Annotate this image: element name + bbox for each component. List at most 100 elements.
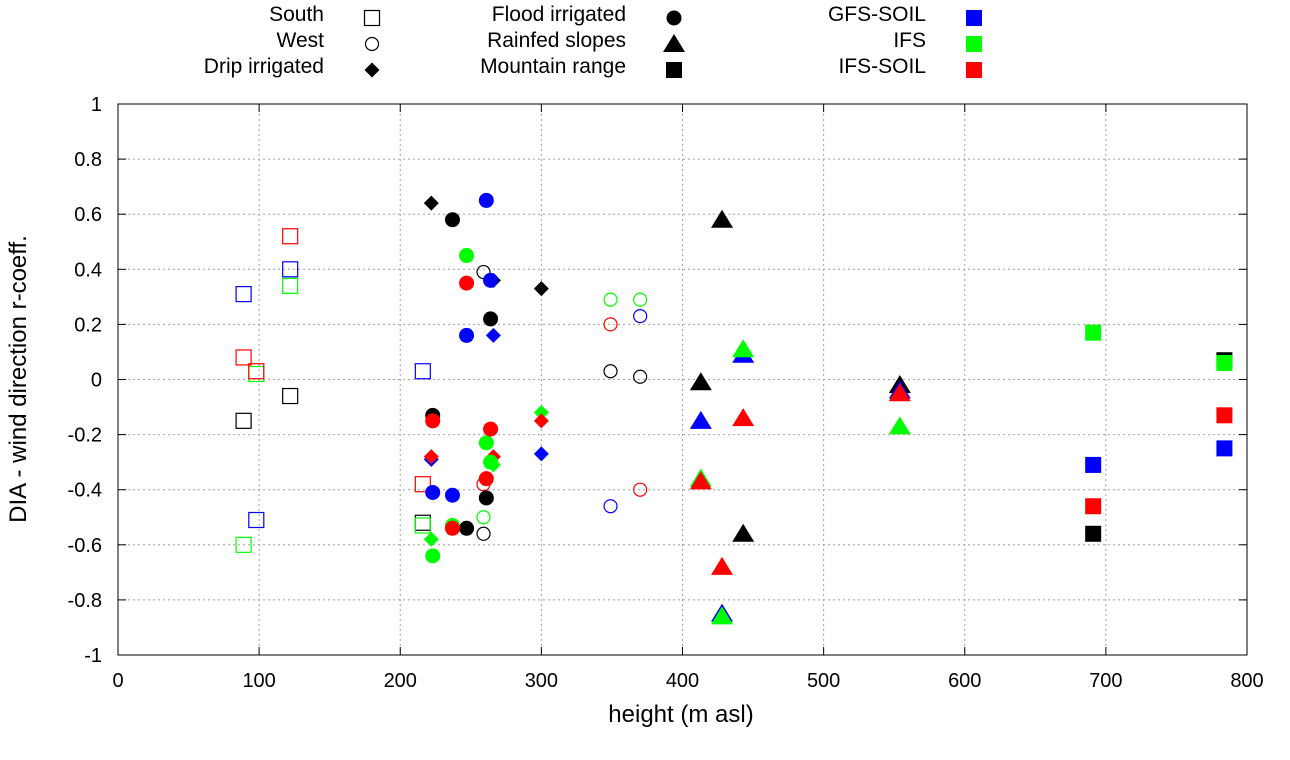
data-point bbox=[603, 499, 618, 514]
data-point bbox=[425, 548, 441, 564]
data-point bbox=[282, 277, 299, 294]
data-point bbox=[478, 192, 494, 208]
data-point bbox=[633, 482, 648, 497]
data-point bbox=[476, 510, 491, 525]
legend-label: Drip irrigated bbox=[204, 55, 324, 78]
legend-marker bbox=[666, 10, 682, 26]
data-point bbox=[478, 471, 494, 487]
data-point bbox=[414, 476, 431, 493]
x-tick-label: 400 bbox=[666, 670, 699, 692]
data-point bbox=[423, 449, 439, 465]
x-tick-label: 800 bbox=[1230, 670, 1263, 692]
x-tick-label: 700 bbox=[1089, 670, 1122, 692]
data-point bbox=[423, 195, 439, 211]
data-points bbox=[235, 192, 1233, 625]
legend-marker bbox=[364, 62, 380, 78]
data-point bbox=[732, 408, 755, 427]
data-point bbox=[414, 363, 431, 380]
data-point bbox=[1085, 456, 1102, 473]
data-point bbox=[1085, 525, 1102, 542]
legend: South West Drip irrigated Flood irrigated Ra… bbox=[204, 3, 982, 78]
data-point bbox=[444, 487, 460, 503]
data-point bbox=[423, 531, 439, 547]
data-point bbox=[444, 212, 460, 228]
y-axis-label: DIA - wind direction r-coeff. bbox=[5, 235, 32, 523]
data-point bbox=[282, 228, 299, 245]
legend-label: IFS bbox=[893, 29, 926, 52]
data-point bbox=[1216, 354, 1233, 371]
x-tick-label: 300 bbox=[525, 670, 558, 692]
data-point bbox=[533, 413, 549, 429]
data-point bbox=[235, 412, 252, 429]
data-point bbox=[1085, 324, 1102, 341]
y-tick-label: 0.2 bbox=[74, 314, 102, 336]
data-point bbox=[1216, 440, 1233, 457]
data-point bbox=[603, 317, 618, 332]
data-point bbox=[483, 454, 499, 470]
legend-marker bbox=[966, 10, 982, 26]
data-point bbox=[633, 292, 648, 307]
grid bbox=[118, 104, 1247, 655]
data-point bbox=[282, 261, 299, 278]
x-tick-label: 600 bbox=[948, 670, 981, 692]
data-point bbox=[888, 416, 911, 435]
x-tick-label: 0 bbox=[112, 670, 123, 692]
data-point bbox=[711, 209, 734, 228]
data-point bbox=[603, 292, 618, 307]
data-point bbox=[533, 281, 549, 297]
legend-label: Rainfed slopes bbox=[487, 29, 626, 52]
data-point bbox=[732, 339, 755, 358]
legend-label: Mountain range bbox=[480, 55, 626, 78]
y-tick-label: -0.2 bbox=[68, 425, 102, 447]
legend-marker bbox=[966, 62, 982, 78]
legend-marker bbox=[364, 36, 380, 52]
y-tick-label: 0 bbox=[91, 370, 102, 392]
data-point bbox=[444, 520, 460, 536]
data-point bbox=[478, 435, 494, 451]
data-point bbox=[689, 471, 712, 490]
data-point bbox=[425, 413, 441, 429]
data-point bbox=[248, 363, 265, 380]
data-point bbox=[689, 372, 712, 391]
data-point bbox=[459, 520, 475, 536]
data-point bbox=[633, 309, 648, 324]
data-point bbox=[533, 446, 549, 462]
data-point bbox=[711, 606, 734, 625]
data-point bbox=[633, 369, 648, 384]
y-tick-label: -0.8 bbox=[68, 590, 102, 612]
legend-marker bbox=[663, 34, 685, 52]
data-point bbox=[485, 327, 501, 343]
y-tick-label: -1 bbox=[84, 645, 102, 667]
legend-marker bbox=[666, 62, 682, 78]
legend-marker bbox=[363, 9, 381, 27]
y-tick-label: -0.4 bbox=[68, 480, 102, 502]
legend-label: GFS-SOIL bbox=[828, 3, 926, 26]
data-point bbox=[235, 536, 252, 553]
x-axis-label: height (m asl) bbox=[608, 701, 753, 728]
data-point bbox=[533, 405, 549, 421]
data-point bbox=[483, 272, 499, 288]
data-point bbox=[459, 327, 475, 343]
data-point bbox=[476, 526, 491, 541]
legend-label: IFS-SOIL bbox=[838, 55, 926, 78]
data-point bbox=[888, 383, 911, 402]
y-tick-label: 0.6 bbox=[74, 204, 102, 226]
data-point bbox=[1085, 498, 1102, 515]
y-tick-label: 0.4 bbox=[74, 259, 102, 281]
data-point bbox=[483, 421, 499, 437]
y-tick-label: 0.8 bbox=[74, 149, 102, 171]
x-tick-label: 500 bbox=[807, 670, 840, 692]
axes: 0 100 200 300 400 500 600 700 800 -1 -0.8 -0.6 -0.4 -… bbox=[68, 94, 1264, 692]
data-point bbox=[732, 523, 755, 542]
data-point bbox=[414, 517, 431, 534]
data-point bbox=[603, 364, 618, 379]
data-point bbox=[235, 285, 252, 303]
data-point bbox=[478, 490, 494, 506]
x-tick-label: 100 bbox=[242, 670, 275, 692]
legend-label: West bbox=[277, 29, 325, 52]
data-point bbox=[459, 248, 475, 264]
legend-label: South bbox=[269, 3, 324, 26]
data-point bbox=[235, 349, 252, 366]
y-tick-label: 1 bbox=[91, 94, 102, 116]
